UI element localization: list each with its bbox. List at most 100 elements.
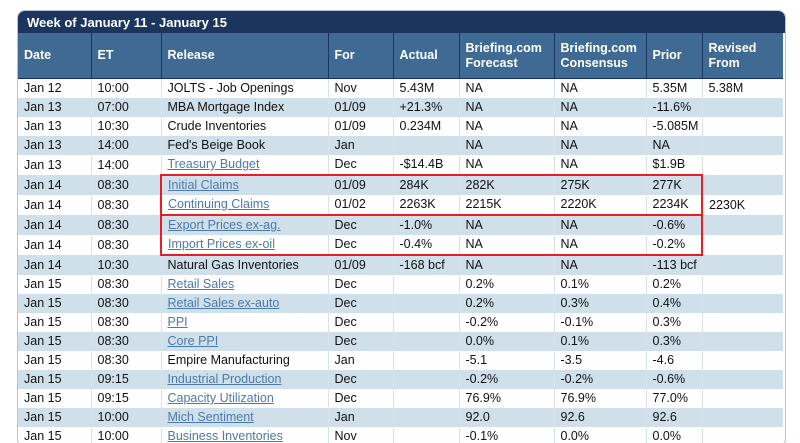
cell-forecast: -0.1%: [458, 427, 554, 443]
table-row: Jan 12 10:00 JOLTS - Job Openings Nov 5.43M N…: [18, 78, 783, 98]
cell-date: Jan 15: [24, 334, 62, 348]
cell-prior: 2234K: [645, 195, 703, 216]
cell-revised: [701, 255, 783, 275]
economic-calendar: Week of January 11 - January 15 Date ET …: [17, 10, 786, 443]
cell-revised: [701, 275, 783, 294]
cell-consensus: 2220K: [553, 195, 646, 216]
cell-et: 10:00: [90, 427, 161, 443]
cell-prior: -4.6: [645, 351, 702, 370]
cell-consensus: NA: [553, 255, 646, 275]
cell-et: 10:30: [90, 255, 161, 275]
table-row: Jan 14 08:30 Export Prices ex-ag. Dec -1.0% N…: [18, 214, 783, 235]
cell-release: Business Inventories: [160, 427, 328, 443]
cell-date: Jan 15: [24, 277, 62, 291]
cell-prior: -0.2%: [645, 235, 703, 256]
release-link[interactable]: Continuing Claims: [168, 197, 270, 211]
cell-release: Initial Claims: [160, 174, 328, 195]
cell-release: Retail Sales ex-auto: [160, 294, 328, 313]
release-link[interactable]: Initial Claims: [168, 178, 239, 192]
cell-forecast: NA: [458, 117, 554, 136]
cell-for: Jan: [327, 136, 393, 155]
cell-prior: 0.2%: [645, 275, 702, 294]
cell-actual: +21.3%: [392, 98, 459, 117]
cell-revised: [701, 389, 783, 408]
cell-actual: [392, 275, 459, 294]
cell-consensus: 0.0%: [553, 427, 646, 443]
cell-forecast: -5.1: [458, 351, 554, 370]
cell-date: Jan 15: [24, 429, 62, 443]
cell-et: 07:00: [90, 98, 161, 117]
cell-actual: -1.0%: [392, 214, 459, 235]
cell-consensus: NA: [553, 78, 646, 98]
cell-et: 08:30: [90, 313, 161, 332]
cell-actual: [392, 408, 459, 427]
cell-et: 10:30: [90, 117, 161, 136]
cell-release: Retail Sales: [160, 275, 328, 294]
cell-release: PPI: [160, 313, 328, 332]
cell-et: 14:00: [90, 155, 161, 175]
cell-date: Jan 15: [24, 296, 62, 310]
cell-actual: [392, 313, 459, 332]
cell-prior: 0.3%: [645, 313, 702, 332]
cell-et: 08:30: [90, 332, 161, 351]
release-link[interactable]: Import Prices ex-oil: [168, 237, 275, 251]
calendar-table: Date ET Release For Actual Briefing.com …: [18, 33, 783, 443]
cell-consensus: NA: [553, 155, 646, 175]
cell-actual: 2263K: [392, 195, 459, 216]
cell-et: 08:30: [90, 294, 161, 313]
cell-actual: [392, 136, 459, 155]
cell-prior: 0.4%: [645, 294, 702, 313]
cell-release: Core PPI: [160, 332, 328, 351]
table-row: Jan 15 10:00 Business Inventories Nov -0.1% 0…: [18, 427, 783, 443]
release-link[interactable]: Retail Sales: [167, 277, 235, 291]
cell-release: Capacity Utilization: [160, 389, 328, 408]
cell-revised: [701, 136, 783, 155]
table-row: Jan 14 08:30 Initial Claims 01/09 284K 282K 27…: [18, 174, 783, 195]
table-row: Jan 15 09:15 Industrial Production Dec -0.2%…: [18, 370, 783, 389]
table-row: Jan 15 09:15 Capacity Utilization Dec 76.9% 7…: [18, 389, 783, 408]
cell-release: Treasury Budget: [160, 155, 328, 175]
cell-forecast: 0.2%: [458, 294, 554, 313]
cell-prior: -113 bcf: [645, 255, 702, 275]
cell-revised: [701, 155, 783, 175]
cell-for: Dec: [327, 313, 393, 332]
release-link[interactable]: Industrial Production: [167, 372, 282, 386]
cell-date: Jan 13: [24, 100, 62, 114]
cell-consensus: -0.2%: [553, 370, 646, 389]
cell-for: Nov: [327, 78, 393, 98]
cell-consensus: 0.1%: [553, 275, 646, 294]
release-link[interactable]: Core PPI: [167, 334, 219, 348]
cell-prior: $1.9B: [645, 155, 702, 175]
release-link[interactable]: Retail Sales ex-auto: [167, 296, 280, 310]
column-header-for: For: [327, 33, 393, 79]
release-link[interactable]: Capacity Utilization: [167, 391, 274, 405]
cell-revised: [701, 294, 783, 313]
column-header-et: ET: [90, 33, 161, 79]
cell-for: 01/09: [327, 98, 393, 117]
cell-et: 08:30: [90, 351, 161, 370]
cell-forecast: -0.2%: [458, 370, 554, 389]
cell-revised: [701, 370, 783, 389]
cell-consensus: 275K: [553, 174, 646, 195]
release-link[interactable]: Business Inventories: [167, 429, 283, 443]
table-row: Jan 15 08:30 Retail Sales ex-auto Dec 0.2% 0.…: [18, 294, 783, 313]
cell-consensus: -0.1%: [553, 313, 646, 332]
cell-date: Jan 15: [24, 391, 62, 405]
release-link[interactable]: Treasury Budget: [167, 157, 260, 171]
cell-release: Mich Sentiment: [160, 408, 328, 427]
cell-consensus: 0.1%: [553, 332, 646, 351]
release-link[interactable]: PPI: [167, 315, 188, 329]
table-row: Jan 15 10:00 Mich Sentiment Jan 92.0 92.6 92.6: [18, 408, 783, 427]
cell-prior: 277K: [645, 174, 703, 195]
cell-for: 01/09: [327, 255, 393, 275]
cell-prior: 5.35M: [645, 78, 702, 98]
cell-prior: -5.085M: [645, 117, 702, 136]
release-link[interactable]: Mich Sentiment: [167, 410, 254, 424]
column-header-consensus: Briefing.com Consensus: [553, 33, 646, 79]
cell-date: Jan 15: [24, 410, 62, 424]
cell-for: Dec: [327, 155, 393, 175]
release-link[interactable]: Export Prices ex-ag.: [168, 218, 281, 232]
cell-prior: 92.6: [645, 408, 702, 427]
table-row: Jan 15 08:30 Empire Manufacturing Jan -5.1 -3…: [18, 351, 783, 370]
